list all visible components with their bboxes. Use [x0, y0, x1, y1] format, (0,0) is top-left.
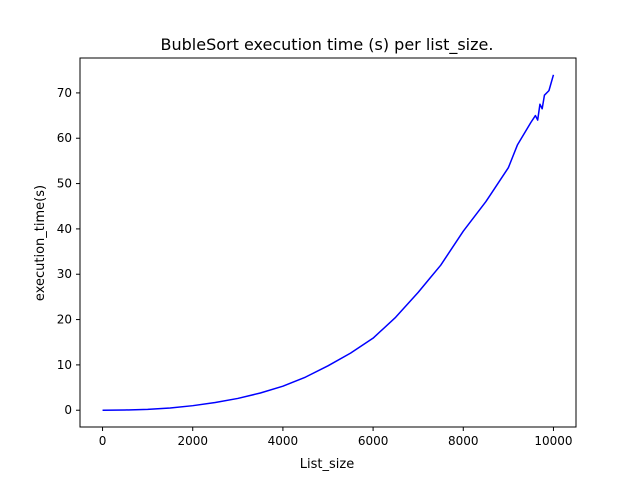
y-tick-label-20: 20: [57, 313, 72, 327]
y-tick-label-0: 0: [64, 403, 72, 417]
x-tick-label-2000: 2000: [177, 434, 208, 448]
x-axis-label: List_size: [300, 457, 354, 472]
y-tick-label-70: 70: [57, 86, 72, 100]
y-tick-label-60: 60: [57, 131, 72, 145]
axes-frame: [79, 57, 577, 428]
x-tick-label-4000: 4000: [268, 434, 299, 448]
y-tick-label-40: 40: [57, 222, 72, 236]
y-tick-label-10: 10: [57, 358, 72, 372]
chart-title: BubleSort execution time (s) per list_si…: [161, 35, 494, 55]
y-tick-label-30: 30: [57, 267, 72, 281]
x-tick-label-6000: 6000: [358, 434, 389, 448]
x-tick-label-0: 0: [99, 434, 107, 448]
y-axis-label: execution_time(s): [33, 185, 48, 301]
x-tick-label-10000: 10000: [534, 434, 572, 448]
series-line-0: [102, 74, 555, 411]
x-tick-label-8000: 8000: [448, 434, 479, 448]
y-tick-label-50: 50: [57, 177, 72, 191]
plot-area: 0 2000 4000 6000 8000 10000 0 10 20 30 40 50 60 70: [57, 57, 577, 448]
